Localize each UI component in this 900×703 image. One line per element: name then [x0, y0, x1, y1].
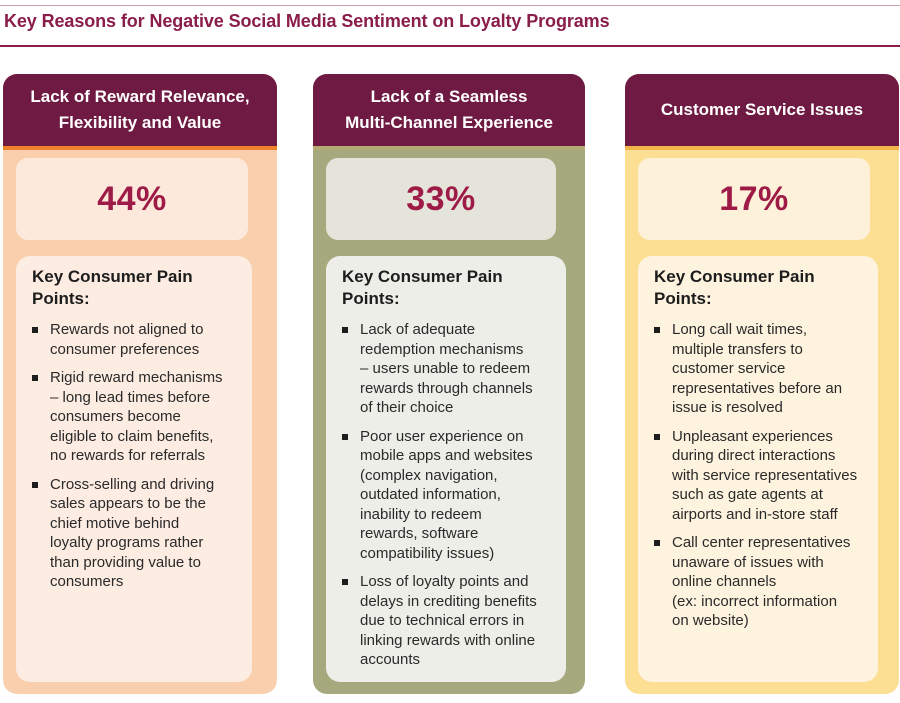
column-header: Lack of Reward Relevance, Flexibility an… — [3, 74, 277, 146]
stat-box: 17% — [638, 158, 870, 240]
pain-points-heading: Key Consumer Pain Points: — [342, 267, 503, 308]
stat-box: 33% — [326, 158, 556, 240]
title-top-rule — [0, 5, 900, 6]
column-header-label: Lack of a Seamless Multi-Channel Experie… — [345, 87, 553, 132]
list-item: Rigid reward mechanisms – long lead time… — [32, 368, 236, 466]
list-item: Long call wait times, multiple transfers… — [654, 320, 862, 418]
list-item: Rewards not aligned to consumer preferen… — [32, 320, 236, 359]
list-item: Poor user experience on mobile apps and … — [342, 427, 550, 564]
bullet-icon — [654, 433, 660, 440]
stat-value: 17% — [719, 179, 789, 218]
bullet-icon — [32, 327, 38, 333]
column-header: Lack of a Seamless Multi-Channel Experie… — [313, 74, 585, 146]
column-accent-stripe — [625, 146, 899, 150]
pain-points-box: Key Consumer Pain Points: Lack of adequa… — [326, 256, 566, 682]
pain-point-text: Call center representatives unaware of i… — [672, 534, 851, 629]
pain-points-list: Rewards not aligned to consumer preferen… — [32, 320, 236, 592]
bullet-icon — [342, 327, 348, 333]
page-title: Key Reasons for Negative Social Media Se… — [4, 11, 610, 31]
pain-points-heading: Key Consumer Pain Points: — [654, 267, 815, 308]
pain-points-list: Long call wait times, multiple transfers… — [654, 320, 862, 631]
stat-value: 33% — [406, 179, 476, 218]
pain-point-text: Rigid reward mechanisms – long lead time… — [50, 369, 223, 464]
column-header-label: Lack of Reward Relevance, Flexibility an… — [30, 87, 250, 132]
pain-point-text: Cross-selling and driving sales appears … — [50, 475, 215, 591]
pain-point-text: Loss of loyalty points and delays in cre… — [360, 573, 537, 668]
column-accent-stripe — [3, 146, 277, 150]
list-item: Loss of loyalty points and delays in cre… — [342, 572, 550, 670]
pain-points-heading: Key Consumer Pain Points: — [32, 267, 193, 308]
pain-point-text: Poor user experience on mobile apps and … — [360, 427, 533, 562]
list-item: Lack of adequate redemption mechanisms –… — [342, 320, 550, 418]
stat-value: 44% — [97, 179, 167, 218]
list-item: Call center representatives unaware of i… — [654, 533, 862, 631]
column-accent-stripe — [313, 146, 585, 150]
bullet-icon — [654, 327, 660, 333]
pain-points-box: Key Consumer Pain Points: Rewards not al… — [16, 256, 252, 682]
bullet-icon — [342, 433, 348, 440]
bullet-icon — [654, 540, 660, 546]
column-reward-relevance: Lack of Reward Relevance, Flexibility an… — [3, 74, 277, 694]
bullet-icon — [32, 481, 38, 488]
column-header: Customer Service Issues — [625, 74, 899, 146]
stat-box: 44% — [16, 158, 248, 240]
pain-points-box: Key Consumer Pain Points: Long call wait… — [638, 256, 878, 682]
bullet-icon — [342, 579, 348, 585]
title-bar: Key Reasons for Negative Social Media Se… — [0, 0, 900, 47]
list-item: Cross-selling and driving sales appears … — [32, 475, 236, 592]
bullet-icon — [32, 375, 38, 381]
pain-point-text: Rewards not aligned to consumer preferen… — [50, 321, 204, 358]
pain-point-text: Long call wait times, multiple transfers… — [672, 321, 843, 416]
pain-points-list: Lack of adequate redemption mechanisms –… — [342, 320, 550, 670]
pain-point-text: Unpleasant experiences during direct int… — [672, 427, 858, 523]
pain-point-text: Lack of adequate redemption mechanisms –… — [360, 321, 533, 416]
column-header-label: Customer Service Issues — [660, 100, 864, 119]
list-item: Unpleasant experiences during direct int… — [654, 427, 862, 525]
column-customer-service: Customer Service Issues 17% Key Consumer… — [625, 74, 899, 694]
column-multichannel: Lack of a Seamless Multi-Channel Experie… — [313, 74, 585, 694]
